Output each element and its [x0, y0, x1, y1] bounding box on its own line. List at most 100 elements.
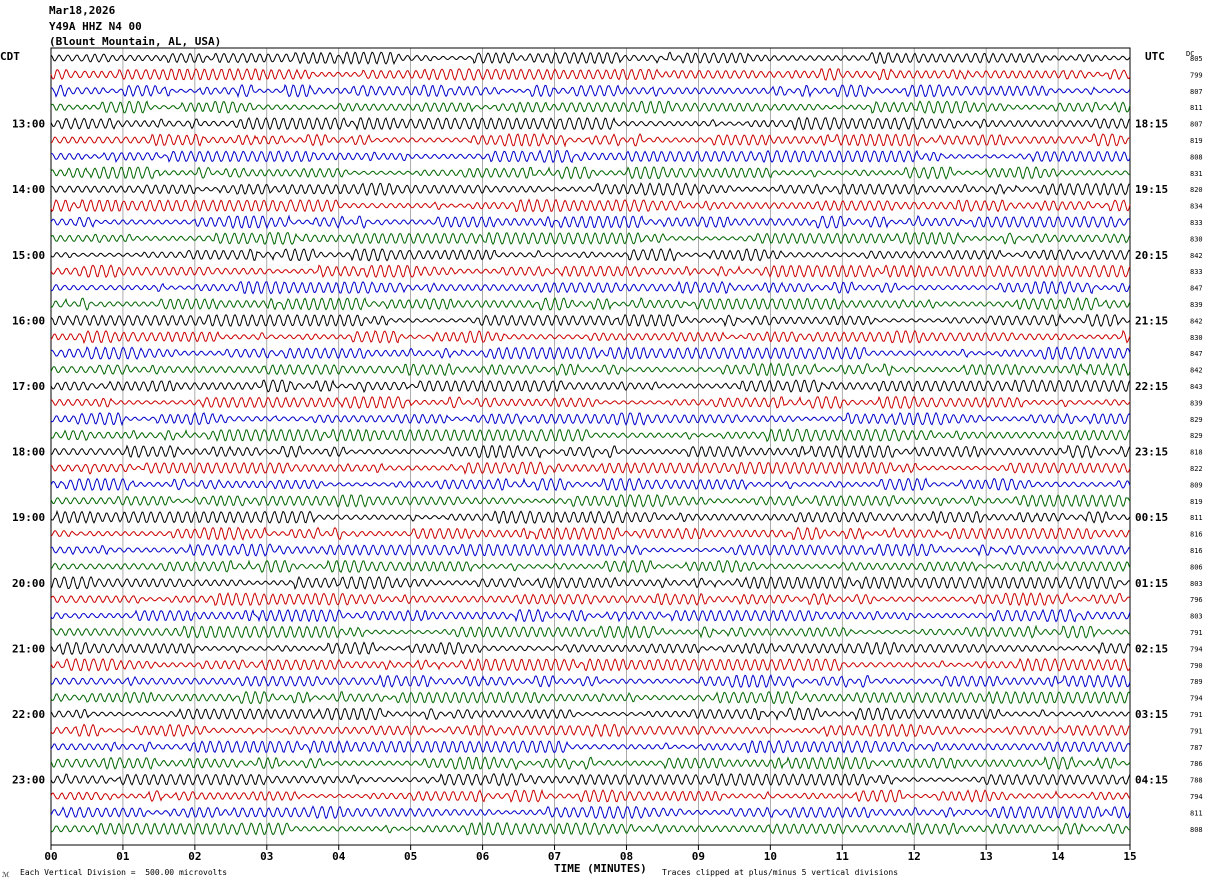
- x-tick-label: 03: [260, 850, 273, 863]
- dc-offset-label: 789: [1190, 678, 1203, 686]
- dc-offset-label: 794: [1190, 645, 1203, 653]
- dc-offset-label: 811: [1190, 514, 1203, 522]
- dc-offset-label: 842: [1190, 367, 1203, 375]
- dc-offset-label: 803: [1190, 580, 1203, 588]
- x-tick-label: 01: [116, 850, 130, 863]
- dc-offset-label: 833: [1190, 268, 1203, 276]
- dc-offset-label: 816: [1190, 547, 1203, 555]
- x-tick-label: 06: [476, 850, 490, 863]
- trace-line: [50, 280, 1131, 295]
- right-hour-label: 19:15: [1135, 183, 1168, 196]
- dc-offset-label: 807: [1190, 121, 1203, 129]
- trace-line: [50, 608, 1131, 623]
- dc-offset-label: 831: [1190, 170, 1203, 178]
- station-label: Y49A HHZ N4 00: [49, 20, 142, 33]
- right-hour-label: 21:15: [1135, 314, 1168, 327]
- clip-note: Traces clipped at plus/minus 5 vertical …: [662, 868, 899, 877]
- trace-line: [50, 788, 1131, 803]
- right-hour-label: 01:15: [1135, 577, 1168, 590]
- trace-line: [50, 411, 1131, 427]
- trace-line: [50, 723, 1131, 738]
- dc-offset-label: 787: [1190, 744, 1203, 752]
- dc-offset-label: 791: [1190, 711, 1203, 719]
- dc-offset-label: 834: [1190, 203, 1203, 211]
- dc-offset-label: 807: [1190, 88, 1203, 96]
- trace-line: [50, 690, 1131, 705]
- trace-line: [50, 116, 1131, 131]
- right-hour-label: 04:15: [1135, 774, 1168, 787]
- dc-offset-label: 806: [1190, 563, 1203, 571]
- dc-offset-label: 839: [1190, 301, 1203, 309]
- trace-line: [50, 51, 1131, 66]
- left-hour-label: 14:00: [12, 183, 45, 196]
- trace-line: [50, 477, 1131, 492]
- right-hour-label: 03:15: [1135, 708, 1168, 721]
- trace-line: [50, 756, 1131, 771]
- right-hour-label: 02:15: [1135, 642, 1168, 655]
- left-hour-label: 16:00: [12, 314, 45, 327]
- trace-line: [50, 772, 1131, 787]
- left-hour-label: 22:00: [12, 708, 45, 721]
- trace-line: [50, 509, 1131, 525]
- dc-offset-label: 847: [1190, 350, 1203, 358]
- dc-offset-label: 794: [1190, 793, 1203, 801]
- dc-offset-label: 811: [1190, 104, 1203, 112]
- trace-line: [50, 67, 1131, 81]
- x-tick-label: 05: [404, 850, 417, 863]
- x-tick-label: 10: [764, 850, 777, 863]
- x-tick-label: 02: [188, 850, 201, 863]
- trace-line: [50, 84, 1131, 99]
- x-axis-title: TIME (MINUTES): [554, 862, 647, 875]
- left-hour-label: 23:00: [12, 774, 45, 787]
- dc-offset-label: 829: [1190, 432, 1203, 440]
- date-label: Mar18,2026: [49, 4, 116, 17]
- trace-line: [50, 444, 1131, 459]
- dc-offset-label: 830: [1190, 334, 1203, 342]
- right-hour-label: 23:15: [1135, 446, 1168, 459]
- dc-offset-label: 842: [1190, 317, 1203, 325]
- right-hour-label: 20:15: [1135, 249, 1168, 262]
- trace-line: [50, 149, 1131, 164]
- trace-line: [50, 674, 1131, 689]
- dc-offset-label: 803: [1190, 613, 1203, 621]
- trace-line: [50, 461, 1131, 475]
- left-hour-label: 13:00: [12, 118, 45, 131]
- x-tick-label: 14: [1051, 850, 1065, 863]
- trace-line: [50, 100, 1131, 114]
- corner-mark-icon: ℳ: [2, 871, 10, 879]
- trace-line: [50, 132, 1131, 148]
- trace-line: [50, 346, 1131, 360]
- x-tick-label: 09: [692, 850, 705, 863]
- trace-line: [50, 494, 1131, 508]
- x-tick-label: 13: [980, 850, 993, 863]
- dc-offset-label: 799: [1190, 71, 1203, 79]
- dc-offset-label: 816: [1190, 531, 1203, 539]
- dc-offset-label: 808: [1190, 153, 1203, 161]
- dc-offset-label: 790: [1190, 662, 1203, 670]
- trace-line: [50, 428, 1131, 443]
- trace-line: [50, 330, 1131, 345]
- x-tick-label: 12: [908, 850, 921, 863]
- right-hour-label: 18:15: [1135, 118, 1168, 131]
- trace-line: [50, 247, 1131, 262]
- trace-line: [50, 591, 1131, 607]
- dc-offset-label: 819: [1190, 137, 1203, 145]
- dc-offset-label: 829: [1190, 416, 1203, 424]
- x-tick-label: 04: [332, 850, 346, 863]
- left-hour-label: 15:00: [12, 249, 45, 262]
- dc-offset-label: 833: [1190, 219, 1203, 227]
- trace-line: [50, 296, 1131, 311]
- x-tick-label: 08: [620, 850, 633, 863]
- trace-line: [50, 214, 1131, 230]
- x-tick-label: 11: [836, 850, 850, 863]
- trace-line: [50, 641, 1131, 656]
- dc-offset-label: 791: [1190, 727, 1203, 735]
- trace-line: [50, 264, 1131, 278]
- trace-line: [50, 657, 1131, 672]
- trace-line: [50, 231, 1131, 246]
- dc-offset-label: 843: [1190, 383, 1203, 391]
- location-label: (Blount Mountain, AL, USA): [49, 35, 222, 48]
- dc-offset-label: 847: [1190, 285, 1203, 293]
- trace-line: [50, 707, 1130, 721]
